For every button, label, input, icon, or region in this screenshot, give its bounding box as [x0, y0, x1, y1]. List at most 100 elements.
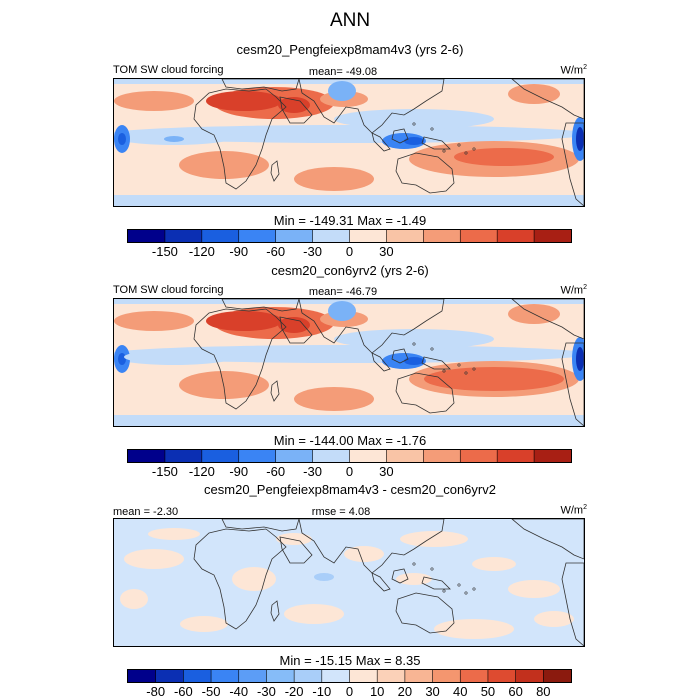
colorbar-swatch — [201, 230, 240, 242]
field-patch — [206, 91, 282, 111]
field-patch — [180, 616, 228, 632]
coastline-arabia — [279, 316, 313, 344]
coastline-borneo — [391, 128, 409, 144]
coastline-australia — [395, 372, 455, 414]
colorbar-swatch — [515, 670, 544, 682]
field-patch — [576, 127, 584, 151]
field-patch — [118, 133, 126, 145]
colorbar-swatch — [128, 670, 157, 682]
colorbar-swatch — [128, 450, 166, 462]
colorbar-swatch — [386, 230, 424, 242]
island-outline — [430, 347, 434, 351]
field-patch — [179, 371, 269, 399]
colorbar-tick-label: -30 — [303, 464, 322, 479]
coastline-africa — [193, 528, 287, 630]
colorbar-tick-label: 10 — [369, 684, 385, 699]
colorbar-swatch — [386, 450, 424, 462]
field-patch — [454, 148, 554, 166]
island-outline — [457, 363, 461, 367]
colorbar-tick-label: -80 — [146, 684, 166, 699]
field-patch — [404, 357, 424, 365]
island-outline — [472, 587, 476, 591]
panel3-rmse-label: rmse = 4.08 — [311, 506, 371, 518]
island-outline — [464, 371, 468, 375]
coastline-sumatra — [371, 352, 391, 372]
colorbar-swatch — [164, 450, 203, 462]
colorbar-swatch — [201, 450, 240, 462]
colorbar-tick-label: -60 — [266, 244, 286, 259]
colorbar-swatch — [275, 230, 314, 242]
colorbar-swatch — [294, 670, 323, 682]
colorbar-swatch — [497, 450, 535, 462]
island-outline — [442, 589, 446, 593]
colorbar-swatch — [423, 450, 461, 462]
coastline-sumatra — [371, 572, 391, 592]
colorbar-tick-label: -90 — [229, 464, 249, 479]
coastline-northamerica — [511, 519, 584, 560]
field-patch — [328, 81, 356, 101]
field-patch — [276, 533, 312, 545]
field-patch — [278, 97, 310, 113]
field-patch — [114, 195, 584, 206]
colorbar-tick-label: 0 — [345, 464, 354, 479]
colorbar-tick-label: -20 — [284, 684, 304, 699]
coastline-australia — [395, 152, 455, 194]
coastline-sumatra — [371, 132, 391, 152]
coastline-africa — [193, 308, 287, 410]
island-outline — [457, 583, 461, 587]
colorbar-swatch — [377, 670, 406, 682]
panel2-variable-label: TOM SW cloud forcing — [113, 284, 224, 296]
colorbar-tick-label: 60 — [508, 684, 523, 699]
colorbar-swatch — [487, 670, 517, 682]
panel1-minmax: Min = -149.31 Max = -1.49 — [273, 213, 427, 228]
colorbar-tick-label: -150 — [151, 464, 178, 479]
island-outline — [464, 151, 468, 155]
colorbar-swatch — [423, 230, 461, 242]
colorbar-swatch — [312, 230, 350, 242]
island-outline — [412, 342, 416, 346]
colorbar-swatch — [321, 670, 350, 682]
island-outline — [472, 367, 476, 371]
colorbar-swatch — [211, 670, 240, 682]
field-patch — [344, 546, 384, 562]
coastline-arabia — [279, 536, 313, 564]
colorbar-swatch — [128, 230, 166, 242]
colorbar-tick-label: -90 — [229, 244, 249, 259]
field-patch — [278, 317, 310, 333]
field-patch — [120, 589, 148, 609]
coastline-madagascar — [270, 380, 280, 402]
colorbar-swatch — [534, 230, 571, 242]
colorbar-swatch — [155, 670, 184, 682]
panel2-title: cesm20_con6yrv2 (yrs 2-6) — [271, 263, 429, 278]
field-patch — [284, 604, 344, 624]
colorbar-tick-label: -150 — [151, 244, 178, 259]
colorbar-tick-label: 80 — [536, 684, 551, 699]
coastline-southamerica — [561, 342, 584, 426]
island-outline — [464, 591, 468, 595]
main-title: ANN — [329, 10, 371, 31]
field-patch — [334, 109, 494, 129]
panel3-minmax: Min = -15.15 Max = 8.35 — [279, 653, 421, 668]
field-patch — [314, 573, 334, 581]
coastline-europe — [221, 519, 300, 532]
colorbar-swatch — [497, 230, 535, 242]
field-patch — [472, 557, 516, 571]
colorbar-tick-label: 50 — [480, 684, 496, 699]
panel3-mean-label: mean = -2.30 — [113, 506, 179, 518]
field-patch — [434, 619, 514, 639]
field-patch — [114, 311, 194, 331]
colorbar-swatch — [349, 230, 387, 242]
field-patch — [400, 531, 468, 547]
colorbar-swatch — [543, 670, 571, 682]
field-patch — [508, 580, 560, 598]
colorbar-tick-label: -120 — [188, 244, 215, 259]
panel2-map — [113, 298, 585, 427]
colorbar-tick-label: 30 — [425, 684, 440, 699]
coastline-madagascar — [270, 160, 280, 182]
panel3-title: cesm20_Pengfeiexp8mam4v3 - cesm20_con6yr… — [204, 482, 496, 497]
colorbar-tick-label: 20 — [397, 684, 413, 699]
colorbar-tick-label: -60 — [173, 684, 193, 699]
colorbar-swatch — [432, 670, 461, 682]
colorbar-tick-label: -30 — [257, 684, 276, 699]
island-outline — [430, 567, 434, 571]
